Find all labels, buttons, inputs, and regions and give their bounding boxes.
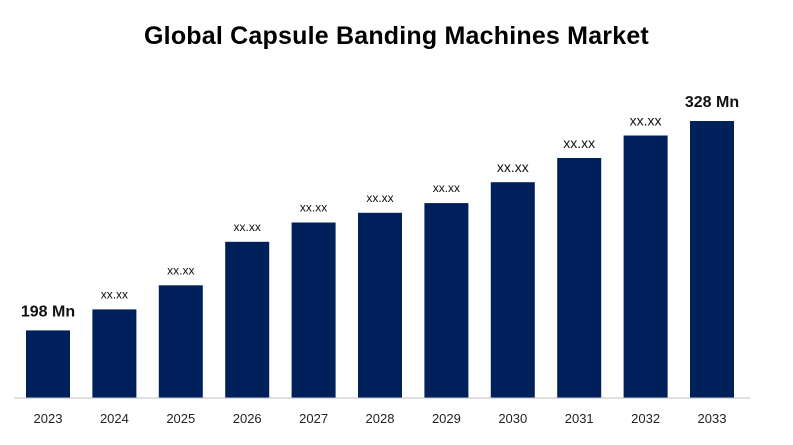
data-label-2024: xx.xx [101, 287, 128, 301]
x-tick-2032: 2032 [631, 411, 660, 426]
x-tick-2026: 2026 [233, 411, 262, 426]
x-tick-2030: 2030 [498, 411, 527, 426]
bar-2033 [690, 121, 734, 398]
data-label-2032: xx.xx [630, 113, 662, 129]
x-tick-2024: 2024 [100, 411, 129, 426]
data-label-2030: xx.xx [497, 159, 529, 175]
bar-2025 [158, 285, 203, 398]
x-tick-2029: 2029 [432, 411, 461, 426]
x-tick-2023: 2023 [34, 411, 63, 426]
bar-2026 [225, 241, 270, 398]
data-label-2025: xx.xx [167, 263, 194, 277]
bars-group [26, 121, 734, 398]
x-tick-labels-group: 2023 2024 2025 2026 2027 2028 2029 2030 2031 2032… [34, 411, 727, 426]
bar-2029 [424, 203, 469, 398]
data-label-2028: xx.xx [366, 191, 393, 205]
bar-2032 [623, 135, 668, 398]
data-label-2027: xx.xx [300, 201, 327, 215]
chart-title: Global Capsule Banding Machines Market [144, 22, 649, 50]
x-tick-2028: 2028 [366, 411, 395, 426]
x-tick-2033: 2033 [698, 411, 727, 426]
data-label-2023: 198 Mn [21, 303, 75, 320]
bar-2028 [358, 212, 402, 398]
data-label-2033: 328 Mn [685, 94, 739, 111]
bar-2027 [291, 222, 336, 398]
bar-2024 [92, 309, 137, 398]
x-tick-2027: 2027 [299, 411, 328, 426]
data-label-2026: xx.xx [234, 220, 261, 234]
bar-2031 [557, 158, 602, 398]
data-label-2031: xx.xx [563, 135, 595, 151]
bar-2023 [26, 330, 70, 398]
data-label-2029: xx.xx [433, 181, 460, 195]
x-tick-2031: 2031 [565, 411, 594, 426]
bar-2030 [490, 182, 535, 398]
x-tick-2025: 2025 [166, 411, 195, 426]
data-labels-group: 198 Mn xx.xx xx.xx xx.xx xx.xx xx.xx xx.xx xx.x… [21, 94, 739, 320]
